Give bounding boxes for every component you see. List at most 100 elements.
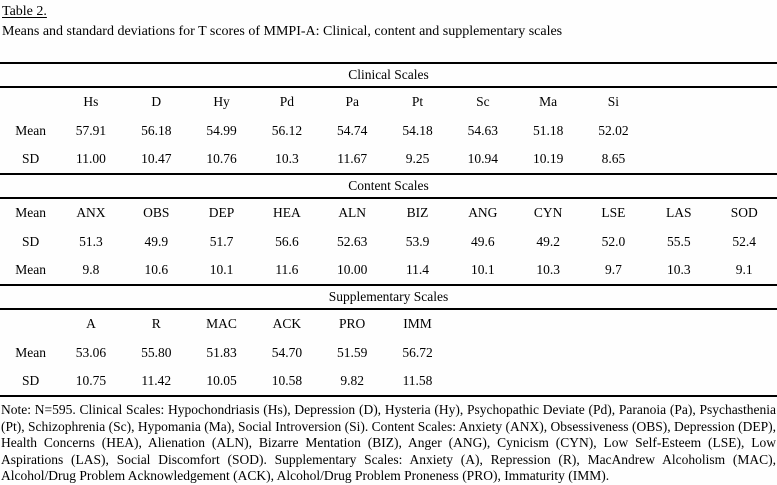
value-cell: 52.63 (337, 233, 368, 249)
value-cell: 54.99 (206, 122, 237, 138)
value-cell (450, 338, 515, 367)
data-row: Mean 9.8 10.6 10.1 11.6 10.00 11.4 10.1 10.3 9.7 1… (0, 256, 777, 285)
column-header: D (151, 94, 162, 109)
column-header: A (86, 316, 96, 331)
column-header: Ma (539, 94, 558, 109)
column-header (581, 309, 646, 338)
value-cell (711, 145, 777, 174)
value-cell (581, 367, 646, 396)
column-header: IMM (403, 316, 432, 331)
column-header (515, 309, 580, 338)
value-cell: 54.18 (402, 122, 433, 138)
value-cell: 10.3 (275, 151, 299, 166)
data-row: Mean 57.91 56.18 54.99 56.12 54.74 54.18 54.63 5… (0, 116, 777, 145)
section-title: Clinical Scales (0, 62, 777, 88)
value-cell: 10.94 (467, 151, 498, 166)
column-header: LAS (665, 205, 692, 220)
value-cell: 56.6 (275, 233, 299, 249)
value-cell: 10.3 (536, 262, 560, 277)
value-cell: 56.12 (271, 122, 303, 138)
data-row: SD 11.00 10.47 10.76 10.3 11.67 9.25 10.94 10.19… (0, 145, 777, 174)
value-cell: 57.91 (75, 122, 107, 138)
value-cell: 10.47 (141, 151, 172, 166)
value-cell (581, 338, 646, 367)
column-header: ANG (468, 205, 498, 220)
value-cell: 54.63 (467, 122, 498, 138)
column-header: DEP (208, 205, 235, 220)
value-cell: 10.76 (206, 151, 237, 166)
column-header (450, 309, 515, 338)
value-cell: 10.05 (206, 373, 237, 388)
value-cell: 10.00 (337, 262, 368, 277)
data-row: Mean 53.06 55.80 51.83 54.70 51.59 56.72 (0, 338, 777, 367)
table-caption-text: Means and standard deviations for T scor… (2, 24, 563, 39)
value-cell: 9.25 (405, 151, 430, 166)
column-header: ALN (338, 205, 367, 220)
value-cell: 8.65 (601, 151, 626, 166)
value-cell: 53.06 (75, 344, 107, 360)
column-header: OBS (143, 205, 170, 220)
value-cell: 49.6 (471, 233, 495, 249)
value-cell: 11.4 (405, 262, 430, 277)
value-cell: 49.9 (144, 233, 169, 249)
value-cell: 10.19 (532, 151, 564, 166)
value-cell: 10.75 (75, 373, 107, 388)
value-cell (711, 338, 777, 367)
value-cell: 56.18 (141, 122, 172, 138)
column-header: Sc (476, 94, 490, 109)
column-header (646, 309, 711, 338)
value-cell: 10.3 (666, 262, 691, 277)
column-header: Si (607, 94, 620, 109)
row-label: Mean (15, 262, 47, 277)
value-cell: 52.4 (732, 233, 757, 249)
value-cell: 11.42 (141, 373, 172, 388)
column-header: Pa (345, 94, 359, 109)
value-cell: 54.74 (337, 122, 368, 138)
value-cell (646, 367, 711, 396)
value-cell: 49.2 (536, 233, 560, 249)
value-cell (450, 367, 515, 396)
value-cell: 54.70 (271, 344, 303, 360)
value-cell (515, 338, 580, 367)
value-cell: 55.5 (666, 233, 691, 249)
column-header (646, 87, 711, 116)
value-cell: 9.1 (735, 262, 753, 277)
column-header: Pd (279, 94, 294, 109)
value-cell: 10.58 (271, 373, 303, 388)
value-cell: 51.83 (206, 344, 237, 360)
value-cell: 51.18 (532, 122, 564, 138)
section-title: Supplementary Scales (0, 284, 777, 310)
data-row: SD 10.75 11.42 10.05 10.58 9.82 11.58 (0, 367, 777, 396)
table-caption-label: Table 2. (2, 4, 47, 19)
row-label: Mean (15, 205, 47, 220)
column-header (711, 309, 777, 338)
column-header: ACK (272, 316, 302, 331)
row-label: SD (22, 233, 40, 249)
column-header: CYN (533, 205, 563, 220)
column-header: R (151, 316, 161, 331)
value-cell: 51.59 (337, 344, 368, 360)
column-header: LSE (601, 205, 626, 220)
column-header: BIZ (406, 205, 429, 220)
row-label: SD (22, 373, 40, 388)
column-header (711, 87, 777, 116)
value-cell: 11.67 (337, 151, 368, 166)
data-row: SD 51.3 49.9 51.7 56.6 52.63 53.9 49.6 49.2 52.0 5… (0, 227, 777, 256)
value-cell: 53.9 (405, 233, 430, 249)
table-note: Note: N=595. Clinical Scales: Hypochondr… (1, 402, 776, 483)
row-label (0, 87, 58, 116)
section-header-row: Supplementary Scales (0, 284, 777, 310)
row-label: Mean (15, 344, 47, 360)
column-header: ANX (76, 205, 106, 220)
scales-table: Clinical Scales Hs D Hy Pd Pa Pt Sc Ma Si Mean 57.9… (0, 62, 777, 397)
value-cell: 10.1 (471, 262, 495, 277)
value-cell: 55.80 (141, 344, 172, 360)
column-header: Pt (411, 94, 424, 109)
value-cell (515, 367, 580, 396)
value-cell: 9.82 (340, 373, 364, 388)
row-label (0, 309, 58, 338)
row-label: SD (22, 151, 40, 166)
column-header: HEA (273, 205, 301, 220)
value-cell (646, 338, 711, 367)
